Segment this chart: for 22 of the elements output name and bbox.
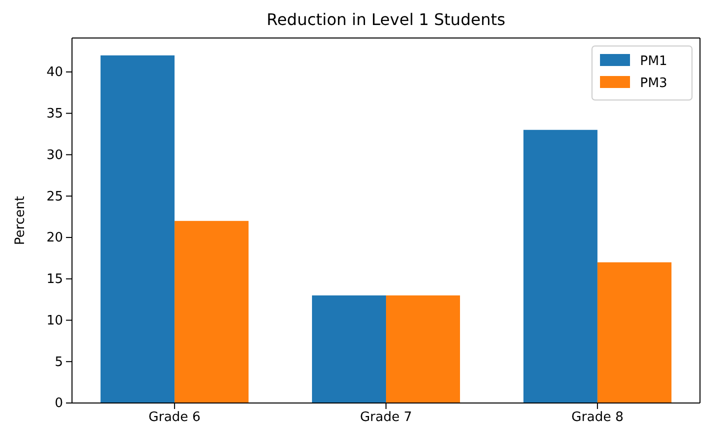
- x-tick-label: Grade 7: [360, 410, 412, 426]
- bar: [100, 55, 175, 403]
- y-tick-label: 25: [46, 189, 63, 204]
- y-tick-label: 10: [46, 313, 63, 328]
- y-tick-label: 35: [46, 106, 63, 122]
- y-tick-label: 20: [46, 230, 63, 246]
- bar: [386, 295, 460, 403]
- chart-title: Reduction in Level 1 Students: [266, 10, 506, 29]
- y-axis-title: Percent: [13, 196, 28, 245]
- bar: [597, 262, 672, 403]
- x-tick-label: Grade 6: [148, 410, 201, 426]
- legend-label: PM3: [640, 76, 668, 91]
- y-tick-label: 15: [46, 272, 63, 288]
- legend-label: PM1: [640, 54, 668, 69]
- x-tick-label: Grade 8: [571, 410, 624, 426]
- y-tick-label: 30: [46, 148, 63, 163]
- y-tick-label: 40: [46, 65, 63, 80]
- y-tick-label: 5: [54, 354, 63, 370]
- bar: [174, 220, 249, 403]
- y-tick-label: 0: [54, 396, 63, 412]
- bar: [523, 130, 598, 403]
- bar: [312, 295, 386, 403]
